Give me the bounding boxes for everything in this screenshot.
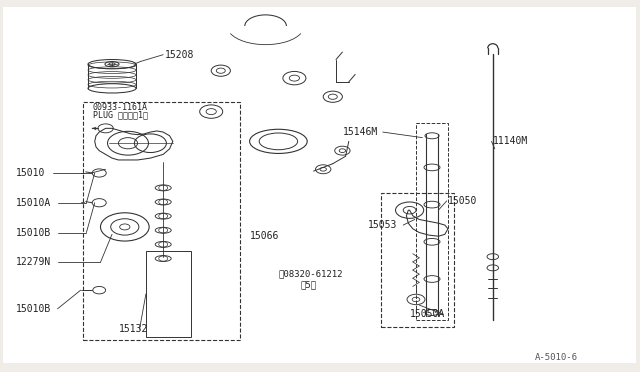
Text: PLUG プラグ（1）: PLUG プラグ（1） [93, 111, 148, 120]
Text: 15208: 15208 [165, 50, 195, 60]
Bar [146, 251, 191, 337]
Text: 15053: 15053 [368, 220, 397, 230]
Text: 11140M: 11140M [493, 137, 528, 146]
Text: 15146M: 15146M [342, 127, 378, 137]
Bar [83, 102, 240, 340]
Text: 15010A: 15010A [16, 198, 51, 208]
Text: 12279N: 12279N [16, 257, 51, 267]
Bar [381, 193, 454, 327]
Text: 15010B: 15010B [16, 228, 51, 237]
Text: 15132: 15132 [118, 324, 148, 334]
Text: 15066: 15066 [250, 231, 279, 241]
Text: 15010B: 15010B [16, 304, 51, 314]
Bar [416, 123, 448, 320]
Text: 15050: 15050 [448, 196, 477, 206]
Text: 倅08320-61212: 倅08320-61212 [278, 269, 343, 278]
Text: （5）: （5） [301, 280, 317, 289]
Text: A-5010-6: A-5010-6 [535, 353, 579, 362]
Text: 15010: 15010 [16, 168, 45, 178]
Text: 00933-1161A: 00933-1161A [93, 103, 148, 112]
Text: 15050A: 15050A [410, 310, 445, 319]
